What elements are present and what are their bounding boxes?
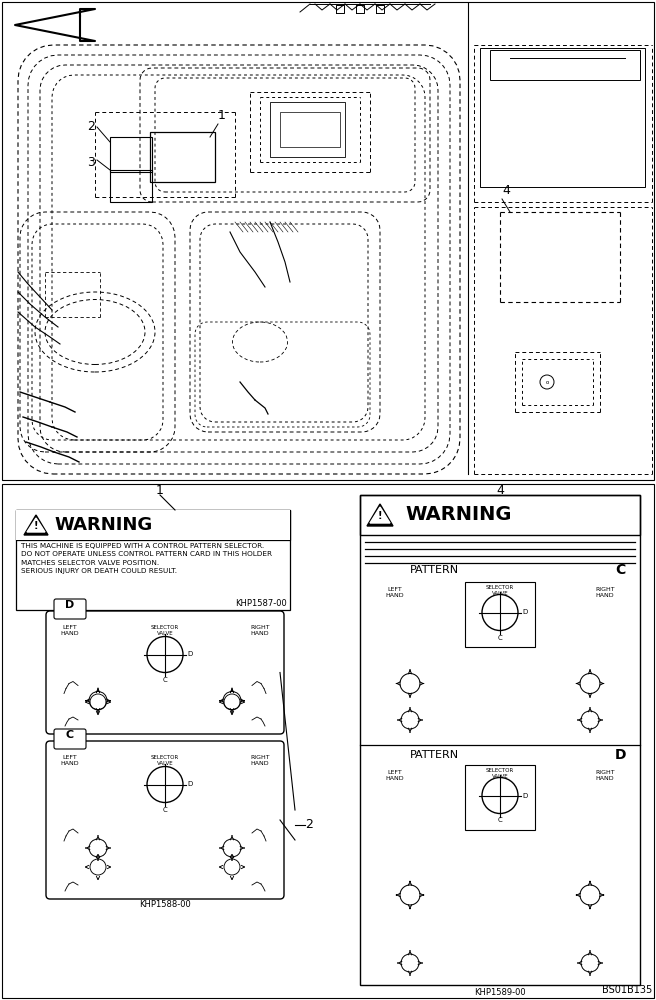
Text: C: C bbox=[66, 730, 74, 740]
Bar bbox=[130, 752, 200, 817]
Text: RIGHT
HAND: RIGHT HAND bbox=[250, 755, 270, 766]
Text: C: C bbox=[498, 635, 502, 641]
Text: C: C bbox=[163, 676, 167, 682]
FancyBboxPatch shape bbox=[54, 729, 86, 749]
Polygon shape bbox=[370, 507, 390, 523]
Text: LEFT
HAND: LEFT HAND bbox=[61, 625, 79, 636]
Text: WARNING: WARNING bbox=[54, 516, 152, 534]
Text: SELECTOR
VALVE: SELECTOR VALVE bbox=[486, 768, 514, 779]
Bar bbox=[480, 48, 645, 187]
Text: WARNING: WARNING bbox=[405, 506, 512, 524]
Bar bbox=[490, 50, 640, 80]
Text: LEFT
HAND: LEFT HAND bbox=[61, 755, 79, 766]
Text: C: C bbox=[615, 563, 625, 577]
Polygon shape bbox=[367, 504, 393, 526]
Text: 4: 4 bbox=[496, 484, 504, 496]
Text: LEFT
HAND: LEFT HAND bbox=[386, 770, 404, 781]
Text: SELECTOR
VALVE: SELECTOR VALVE bbox=[486, 585, 514, 596]
Text: D: D bbox=[522, 792, 527, 798]
Text: C: C bbox=[498, 818, 502, 824]
Text: RIGHT
HAND: RIGHT HAND bbox=[250, 625, 270, 636]
Text: PATTERN: PATTERN bbox=[410, 565, 459, 575]
Text: KHP1588-00: KHP1588-00 bbox=[139, 900, 191, 909]
Polygon shape bbox=[27, 518, 45, 532]
Bar bbox=[110, 137, 152, 172]
Text: RIGHT
HAND: RIGHT HAND bbox=[595, 587, 615, 598]
Polygon shape bbox=[15, 9, 95, 41]
Text: 2: 2 bbox=[87, 120, 95, 133]
Text: o: o bbox=[545, 379, 548, 384]
FancyBboxPatch shape bbox=[54, 599, 86, 619]
Bar bbox=[16, 510, 290, 540]
Text: D: D bbox=[187, 652, 192, 658]
Bar bbox=[16, 510, 290, 540]
Bar bbox=[465, 582, 535, 647]
Polygon shape bbox=[24, 515, 48, 535]
Text: 4: 4 bbox=[502, 184, 510, 197]
Text: C: C bbox=[163, 806, 167, 812]
Text: KHP1587-00: KHP1587-00 bbox=[236, 599, 287, 608]
Text: 1: 1 bbox=[156, 484, 164, 496]
Bar bbox=[360, 495, 640, 535]
Text: SELECTOR
VALVE: SELECTOR VALVE bbox=[151, 755, 179, 766]
Text: LEFT
HAND: LEFT HAND bbox=[386, 587, 404, 598]
FancyBboxPatch shape bbox=[46, 741, 284, 899]
Bar bbox=[280, 112, 340, 147]
Text: 3: 3 bbox=[87, 155, 95, 168]
Text: !: ! bbox=[378, 511, 382, 521]
Text: BS01B135: BS01B135 bbox=[602, 985, 652, 995]
Text: 1: 1 bbox=[218, 109, 226, 122]
Text: RIGHT
HAND: RIGHT HAND bbox=[595, 770, 615, 781]
Text: D: D bbox=[614, 748, 626, 762]
Text: D: D bbox=[66, 600, 75, 610]
Text: PATTERN: PATTERN bbox=[410, 750, 459, 760]
Text: KHP1589-00: KHP1589-00 bbox=[474, 988, 526, 997]
Bar bbox=[130, 622, 200, 687]
Bar bbox=[360, 495, 640, 985]
FancyBboxPatch shape bbox=[46, 611, 284, 734]
Text: THIS MACHINE IS EQUIPPED WITH A CONTROL PATTERN SELECTOR.
DO NOT OPERATE UNLESS : THIS MACHINE IS EQUIPPED WITH A CONTROL … bbox=[21, 543, 272, 574]
Bar bbox=[150, 132, 215, 182]
Bar bbox=[16, 510, 290, 610]
Text: D: D bbox=[522, 609, 527, 615]
Bar bbox=[465, 765, 535, 830]
Text: !: ! bbox=[33, 521, 38, 531]
Bar bbox=[270, 102, 345, 157]
Text: 2: 2 bbox=[305, 818, 313, 832]
Bar bbox=[110, 170, 152, 202]
Text: SELECTOR
VALVE: SELECTOR VALVE bbox=[151, 625, 179, 636]
Text: D: D bbox=[187, 782, 192, 788]
